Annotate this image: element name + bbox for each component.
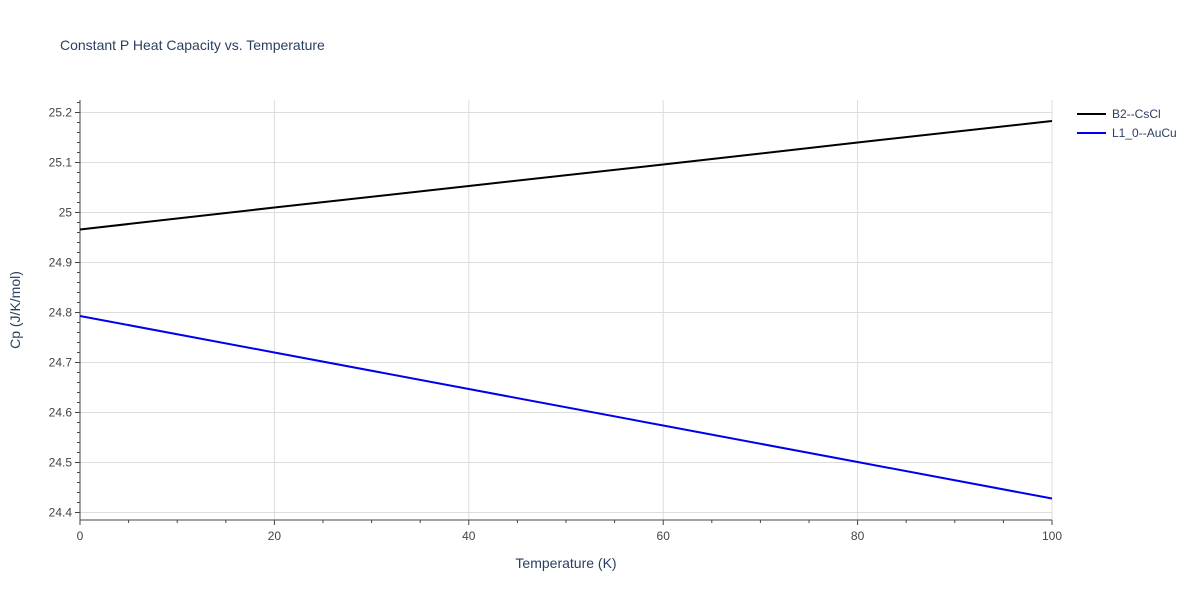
legend-label-2: L1_0--AuCu [1112,126,1177,140]
y-tick-label: 24.9 [49,256,73,270]
y-tick-label: 24.6 [49,406,73,420]
grid [80,100,1053,520]
chart-title: Constant P Heat Capacity vs. Temperature [60,37,325,53]
series-layer [79,120,1053,500]
legend: B2--CsCl L1_0--AuCu [1077,107,1177,140]
y-tick-label: 24.7 [49,356,73,370]
legend-label-1: B2--CsCl [1112,107,1161,121]
y-tick-label: 25.1 [49,156,73,170]
y-tick-label: 24.4 [49,506,73,520]
x-tick-label: 80 [851,529,865,543]
x-tick-label: 40 [462,529,476,543]
x-axis-label: Temperature (K) [515,555,616,571]
y-tick-label: 25.2 [49,106,73,120]
y-axis-label: Cp (J/K/mol) [7,271,23,349]
series-line-2 [79,315,1053,500]
series-line-1 [79,120,1053,231]
y-tick-label: 24.5 [49,456,73,470]
y-tick-label: 24.8 [49,306,73,320]
y-tick-label: 25 [59,206,73,220]
x-tick-label: 100 [1042,529,1062,543]
axes: 0 20 40 60 80 100 24.4 24.5 24.6 24.7 24.8 24.9 25 25… [49,100,1062,543]
x-tick-label: 0 [77,529,84,543]
x-tick-label: 20 [268,529,282,543]
x-tick-label: 60 [657,529,671,543]
